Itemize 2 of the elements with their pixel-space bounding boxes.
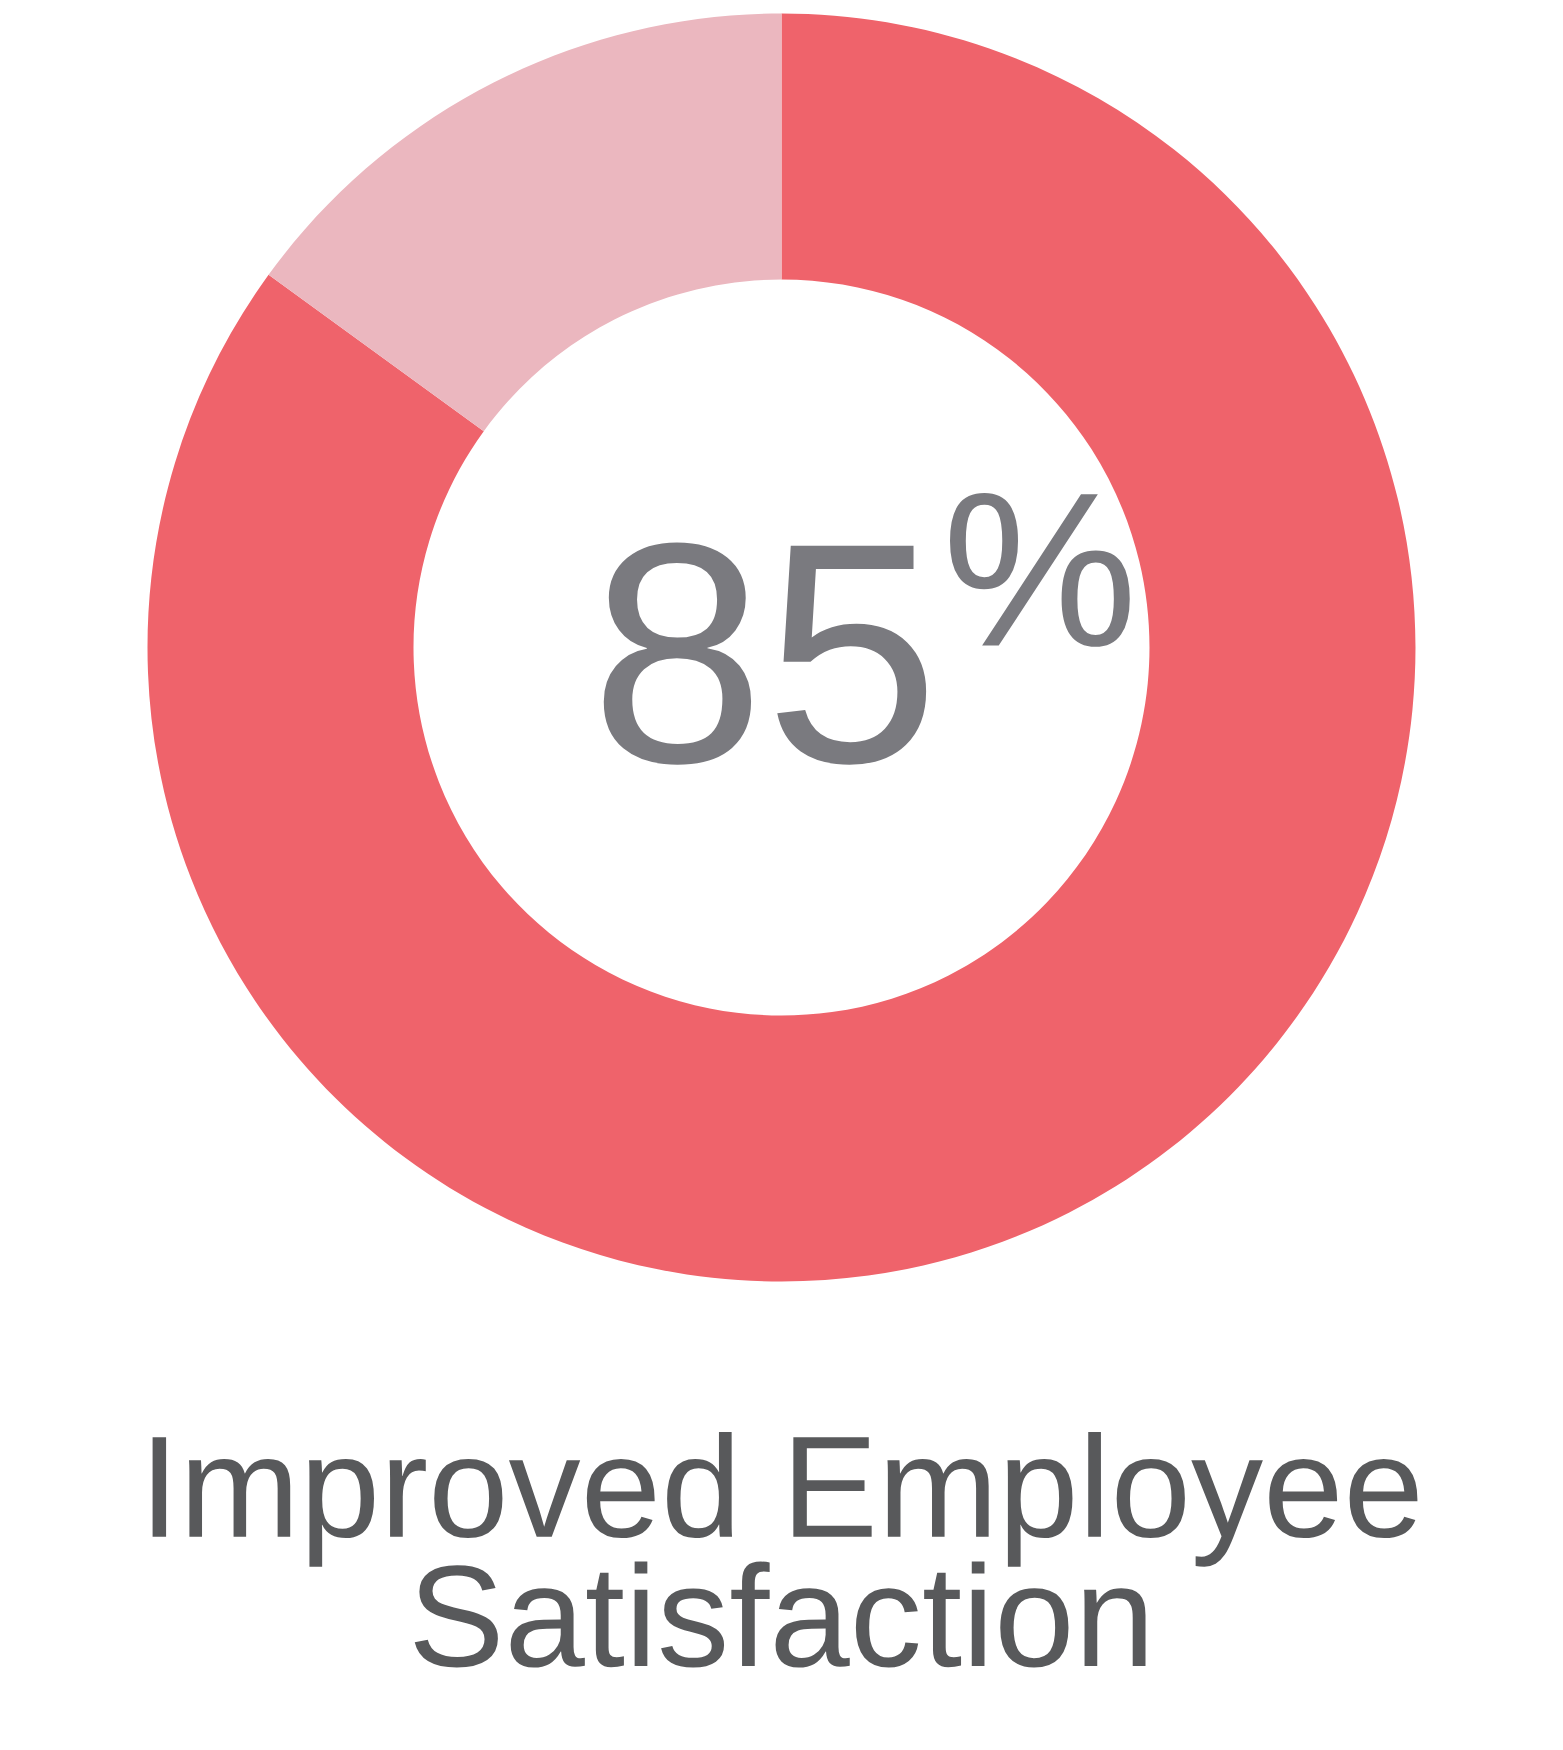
text: Improved Employee Satisfaction <box>152 1432 1418 1668</box>
data-label: 85$^{%}$ <box>603 493 1130 765</box>
